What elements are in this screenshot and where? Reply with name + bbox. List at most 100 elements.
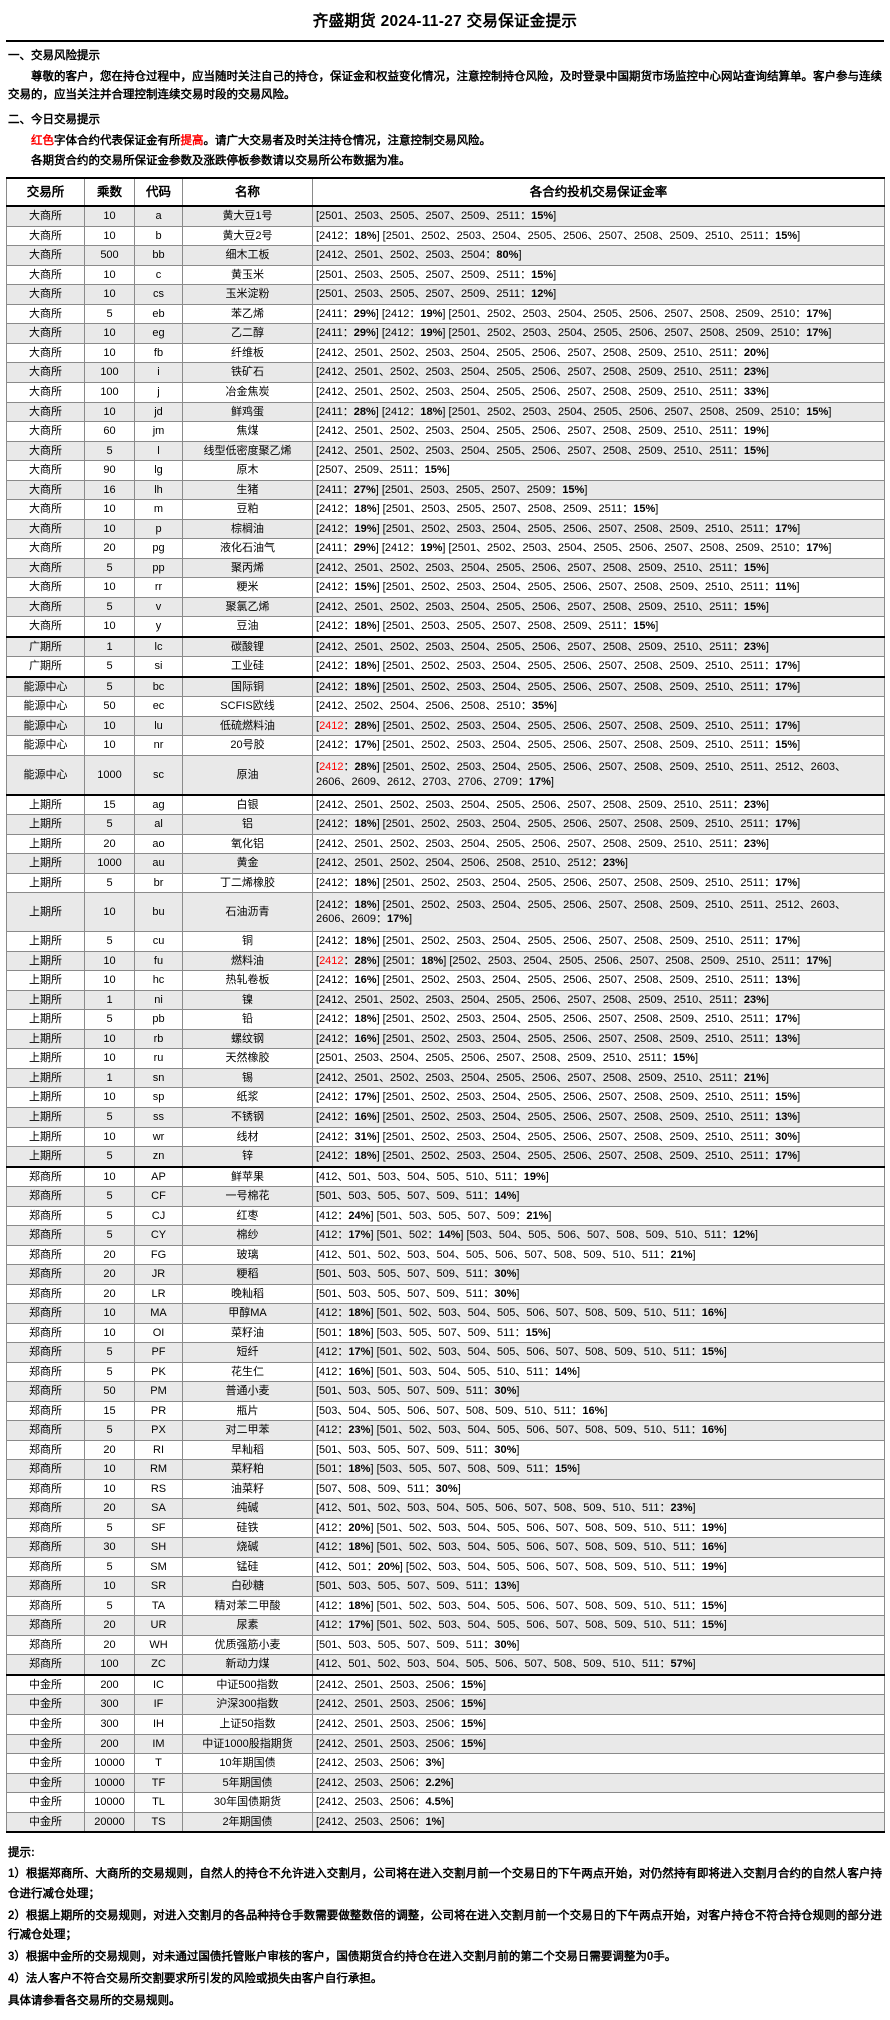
cell-multiplier: 10	[84, 205, 135, 227]
cell-name: 细木工板	[182, 245, 313, 266]
cell-code: TA	[134, 1595, 183, 1617]
cell-multiplier: 5	[84, 303, 135, 325]
note-item: 具体请参看各交易所的交易规则。	[8, 1994, 181, 2007]
notes-heading: 提示:	[8, 1847, 35, 1860]
cell-exchange: 上期所	[6, 793, 85, 816]
cell-name: 硅铁	[182, 1517, 313, 1539]
cell-rate: [2412、2501、2503、2506：15%]	[312, 1694, 885, 1715]
cell-name: 丁二烯橡胶	[182, 872, 313, 894]
cell-code: IF	[134, 1694, 183, 1715]
cell-rate: [412：17%] [501、502：14%] [503、504、505、506…	[312, 1225, 885, 1246]
cell-exchange: 大商所	[6, 205, 85, 227]
cell-multiplier: 5	[84, 1517, 135, 1539]
notes-list: 1）根据郑商所、大商所的交易规则，自然人的持仓不允许进入交割月，公司将在进入交割…	[6, 1864, 884, 2012]
cell-exchange: 大商所	[6, 362, 85, 383]
cell-name: 油菜籽	[182, 1478, 313, 1500]
cell-code: lu	[134, 715, 183, 737]
cell-multiplier: 5	[84, 675, 135, 698]
cell-code: zn	[134, 1146, 183, 1168]
table-row: 中金所 300 IF 沪深300指数 [2412、2501、2503、2506：15%]	[6, 1694, 885, 1715]
cell-rate: [2412、2501、2502、2504、2506、2508、2510、2512…	[312, 853, 885, 874]
cell-exchange: 郑商所	[6, 1595, 85, 1617]
cell-rate: [2412、2501、2502、2503、2504、2505、2506、2507…	[312, 381, 885, 403]
cell-multiplier: 10	[84, 518, 135, 540]
table-row: 大商所 10 m 豆粕 [2412：18%] [2501、2503、2505、2507、…	[6, 499, 885, 520]
cell-name: 花生仁	[182, 1361, 313, 1383]
cell-code: jd	[134, 401, 183, 423]
cell-exchange: 大商所	[6, 381, 85, 403]
table-row: 大商所 100 i 铁矿石 [2412、2501、2502、2503、2504、2505…	[6, 362, 885, 383]
cell-rate: [501、503、505、507、509、511：30%]	[312, 1283, 885, 1305]
cell-rate: [2412：18%] [2501、2503、2505、2507、2508、250…	[312, 499, 885, 520]
table-row: 郑商所 10 SR 白砂糖 [501、503、505、507、509、511：13%]	[6, 1576, 885, 1597]
table-row: 郑商所 5 PF 短纤 [412：17%] [501、502、503、504、505、5…	[6, 1342, 885, 1363]
cell-exchange: 中金所	[6, 1753, 85, 1774]
cell-code: si	[134, 656, 183, 678]
cell-name: 碳酸锂	[182, 635, 313, 658]
cell-multiplier: 16	[84, 479, 135, 501]
title-divider	[6, 40, 884, 42]
cell-rate: [2412：28%] [2501：18%] [2502、2503、2504、25…	[312, 950, 885, 972]
cell-code: sc	[134, 754, 183, 796]
cell-rate: [2412、2501、2502、2503、2504、2505、2506、2507…	[312, 421, 885, 442]
cell-rate: [412、501：20%] [502、503、504、505、506、507、5…	[312, 1556, 885, 1578]
cell-rate: [501：18%] [503、505、507、508、509、511：15%]	[312, 1459, 885, 1480]
cell-code: UR	[134, 1615, 183, 1636]
cell-exchange: 郑商所	[6, 1576, 85, 1597]
cell-multiplier: 10	[84, 1048, 135, 1069]
cell-name: 不锈钢	[182, 1107, 313, 1128]
cell-code: OI	[134, 1322, 183, 1344]
cell-multiplier: 10	[84, 950, 135, 972]
cell-multiplier: 20	[84, 1439, 135, 1461]
table-row: 郑商所 10 RS 油菜籽 [507、508、509、511：30%]	[6, 1478, 885, 1500]
cell-exchange: 郑商所	[6, 1264, 85, 1285]
cell-name: 中证500指数	[182, 1673, 313, 1696]
table-row: 郑商所 5 SF 硅铁 [412：20%] [501、502、503、504、505、5…	[6, 1517, 885, 1539]
table-row: 上期所 10 sp 纸浆 [2412：17%] [2501、2502、2503、2504…	[6, 1087, 885, 1108]
cell-name: 铅	[182, 1009, 313, 1030]
cell-code: rb	[134, 1028, 183, 1050]
cell-rate: [2411：29%] [2412：19%] [2501、2502、2503、25…	[312, 323, 885, 344]
table-row: 郑商所 20 JR 粳稻 [501、503、505、507、509、511：30%]	[6, 1264, 885, 1285]
cell-name: 焦煤	[182, 421, 313, 442]
cell-exchange: 上期所	[6, 1067, 85, 1089]
cell-exchange: 郑商所	[6, 1537, 85, 1558]
table-row: 郑商所 5 SM 锰硅 [412、501：20%] [502、503、504、505、5…	[6, 1556, 885, 1578]
cell-code: eg	[134, 323, 183, 344]
cell-multiplier: 1000	[84, 754, 135, 796]
cell-multiplier: 5	[84, 1595, 135, 1617]
cell-name: 棕榈油	[182, 518, 313, 540]
cell-exchange: 大商所	[6, 479, 85, 501]
cell-multiplier: 5	[84, 814, 135, 835]
cell-exchange: 大商所	[6, 225, 85, 247]
cell-rate: [2412、2501、2502、2503、2504、2505、2506、2507…	[312, 1067, 885, 1089]
cell-name: 尿素	[182, 1615, 313, 1636]
cell-multiplier: 15	[84, 793, 135, 816]
cell-code: SH	[134, 1537, 183, 1558]
cell-multiplier: 10	[84, 970, 135, 991]
cell-code: cs	[134, 284, 183, 305]
cell-exchange: 上期所	[6, 1048, 85, 1069]
cell-code: bc	[134, 675, 183, 698]
cell-exchange: 郑商所	[6, 1439, 85, 1461]
risk-notice-paragraph: 尊敬的客户，您在持仓过程中，应当随时关注自己的持仓，保证金和权益变化情况，注意控…	[8, 70, 882, 102]
cell-exchange: 大商所	[6, 440, 85, 462]
cell-code: JR	[134, 1264, 183, 1285]
cell-rate: [2412、2501、2502、2503、2504、2505、2506、2507…	[312, 557, 885, 579]
cell-code: TF	[134, 1772, 183, 1794]
cell-code: y	[134, 616, 183, 638]
cell-code: SA	[134, 1498, 183, 1519]
cell-multiplier: 20	[84, 1634, 135, 1656]
table-row: 上期所 5 ss 不锈钢 [2412：16%] [2501、2502、2503、2504…	[6, 1107, 885, 1128]
cell-exchange: 大商所	[6, 596, 85, 618]
table-row: 郑商所 10 AP 鲜苹果 [412、501、503、504、505、510、511：1…	[6, 1165, 885, 1188]
table-row: 郑商所 20 UR 尿素 [412：17%] [501、502、503、504、505、…	[6, 1615, 885, 1636]
cell-rate: [2412：18%] [2501、2502、2503、2504、2505、250…	[312, 892, 885, 933]
cell-name: 豆粕	[182, 499, 313, 520]
table-row: 郑商所 5 CY 棉纱 [412：17%] [501、502：14%] [503、504…	[6, 1225, 885, 1246]
cell-rate: [2412：28%] [2501、2502、2503、2504、2505、250…	[312, 715, 885, 737]
cell-name: 玉米淀粉	[182, 284, 313, 305]
cell-rate: [412：18%] [501、502、503、504、505、506、507、5…	[312, 1537, 885, 1558]
cell-rate: [2412、2501、2503、2506：15%]	[312, 1673, 885, 1696]
cell-multiplier: 10	[84, 1087, 135, 1108]
